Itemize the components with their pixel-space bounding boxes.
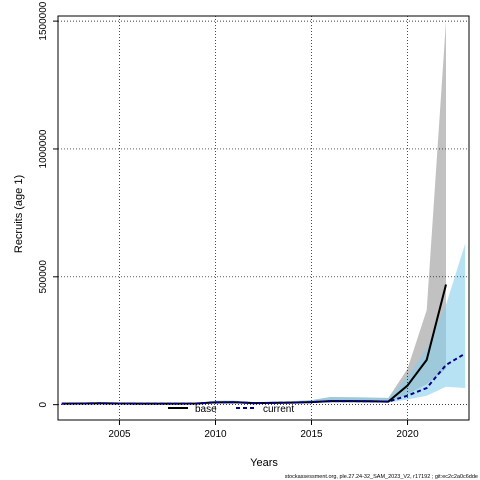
band-current	[61, 243, 466, 404]
legend-label-current: current	[263, 404, 294, 415]
line-current	[61, 352, 466, 405]
series-lines	[61, 284, 466, 405]
legend: base current	[168, 404, 294, 415]
grid-lines	[58, 16, 469, 420]
x-tick-label: 2015	[300, 429, 323, 440]
legend-label-base: base	[195, 404, 217, 415]
x-axis-ticks: 2005 2010 2015 2020	[108, 420, 419, 440]
x-axis-label: Years	[250, 457, 278, 469]
footer-stamp: stockassessment.org, ple.27.24-32_SAM_20…	[285, 474, 478, 480]
plot-frame	[57, 15, 470, 421]
y-tick-label: 0	[38, 401, 49, 407]
y-tick-label: 500000	[38, 260, 49, 294]
y-tick-label: 1000000	[38, 129, 49, 168]
y-axis-ticks: 0 500000 1000000 1500000	[38, 1, 58, 407]
x-tick-label: 2005	[108, 429, 131, 440]
y-axis-label: Recruits (age 1)	[13, 175, 25, 253]
x-tick-label: 2010	[204, 429, 227, 440]
y-tick-label: 1500000	[38, 1, 49, 40]
confidence-bands	[61, 21, 466, 404]
x-tick-label: 2020	[396, 429, 419, 440]
